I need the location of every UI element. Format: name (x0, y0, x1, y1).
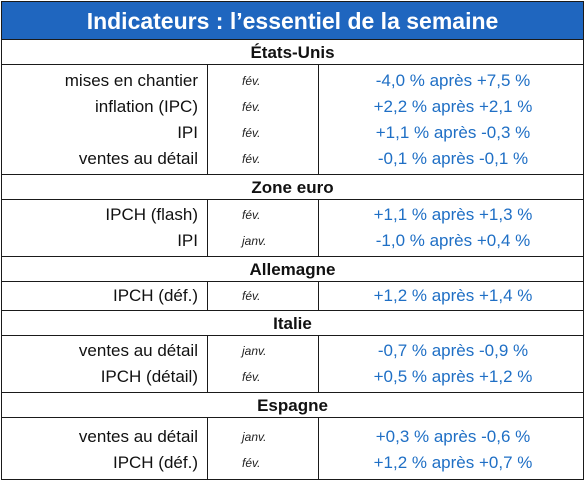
table-row: IPI janv. -1,0 % après +0,4 % (2, 228, 583, 254)
table-row: ventes au détail janv. +0,3 % après -0,6… (2, 424, 583, 450)
column-divider (318, 282, 319, 310)
indicator-value: +1,2 % après +1,4 % (373, 286, 533, 305)
table-row: IPI fév. +1,1 % après -0,3 % (2, 120, 583, 146)
indicator-value: +1,2 % après +0,7 % (373, 453, 533, 472)
section-header-etats-unis: États-Unis (2, 40, 583, 65)
column-divider (318, 200, 319, 256)
indicator-label: ventes au détail (78, 341, 198, 360)
period-label: fév. (242, 100, 261, 114)
indicator-value: -0,7 % après -0,9 % (377, 341, 529, 360)
period-label: fév. (242, 456, 261, 470)
indicator-value: -0,1 % après -0,1 % (377, 149, 529, 168)
table-row: ventes au détail fév. -0,1 % après -0,1 … (2, 146, 583, 172)
indicator-label: inflation (IPC) (95, 97, 198, 116)
period-label: fév. (242, 370, 261, 384)
indicator-value: +1,1 % après +1,3 % (373, 205, 533, 224)
table-row: inflation (IPC) fév. +2,2 % après +2,1 % (2, 94, 583, 120)
table-row: IPCH (flash) fév. +1,1 % après +1,3 % (2, 202, 583, 228)
period-label: fév. (242, 208, 261, 222)
indicator-label: mises en chantier (64, 71, 198, 90)
indicator-label: IPCH (détail) (100, 367, 198, 386)
section-rows-allemagne: IPCH (déf.) fév. +1,2 % après +1,4 % (2, 282, 583, 311)
indicator-label: IPI (177, 123, 198, 142)
indicator-label: ventes au détail (78, 427, 198, 446)
indicator-value: -1,0 % après +0,4 % (375, 231, 531, 250)
section-rows-zone-euro: IPCH (flash) fév. +1,1 % après +1,3 % IP… (2, 200, 583, 257)
column-divider (207, 336, 208, 392)
period-label: janv. (242, 234, 267, 248)
column-divider (207, 65, 208, 174)
indicator-value: +0,3 % après -0,6 % (375, 427, 531, 446)
column-divider (207, 200, 208, 256)
indicator-label: IPI (177, 231, 198, 250)
indicator-label: IPCH (flash) (105, 205, 198, 224)
section-rows-espagne: ventes au détail janv. +0,3 % après -0,6… (2, 418, 583, 479)
table-row: ventes au détail janv. -0,7 % après -0,9… (2, 338, 583, 364)
period-label: fév. (242, 74, 261, 88)
table-row: IPCH (détail) fév. +0,5 % après +1,2 % (2, 364, 583, 390)
period-label: janv. (242, 344, 267, 358)
period-label: janv. (242, 430, 267, 444)
indicator-value: +1,1 % après -0,3 % (375, 123, 531, 142)
section-header-espagne: Espagne (2, 393, 583, 418)
table-row: IPCH (déf.) fév. +1,2 % après +1,4 % (2, 283, 583, 309)
table-row: IPCH (déf.) fév. +1,2 % après +0,7 % (2, 450, 583, 476)
table-row: mises en chantier fév. -4,0 % après +7,5… (2, 68, 583, 94)
column-divider (207, 282, 208, 310)
indicator-label: IPCH (déf.) (112, 286, 198, 305)
column-divider (318, 65, 319, 174)
indicator-value: +2,2 % après +2,1 % (373, 97, 533, 116)
column-divider (207, 418, 208, 479)
indicator-value: -4,0 % après +7,5 % (375, 71, 531, 90)
table-title: Indicateurs : l’essentiel de la semaine (2, 2, 583, 40)
section-rows-italie: ventes au détail janv. -0,7 % après -0,9… (2, 336, 583, 393)
section-header-zone-euro: Zone euro (2, 175, 583, 200)
column-divider (318, 336, 319, 392)
indicator-label: IPCH (déf.) (112, 453, 198, 472)
period-label: fév. (242, 126, 261, 140)
period-label: fév. (242, 289, 261, 303)
section-header-allemagne: Allemagne (2, 257, 583, 282)
indicator-value: +0,5 % après +1,2 % (373, 367, 533, 386)
section-header-italie: Italie (2, 311, 583, 336)
period-label: fév. (242, 152, 261, 166)
section-rows-etats-unis: mises en chantier fév. -4,0 % après +7,5… (2, 65, 583, 175)
column-divider (318, 418, 319, 479)
indicator-label: ventes au détail (78, 149, 198, 168)
